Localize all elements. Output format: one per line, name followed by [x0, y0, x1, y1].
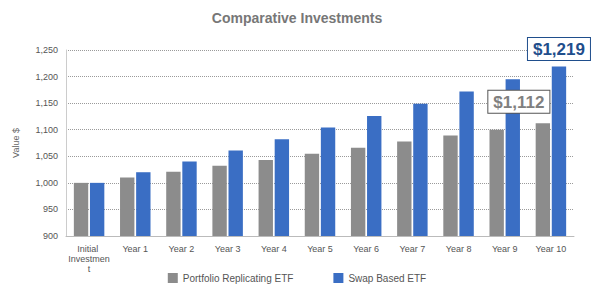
svg-text:Year 10: Year 10: [536, 244, 567, 254]
svg-text:t: t: [88, 264, 91, 274]
svg-text:Year 9: Year 9: [492, 244, 518, 254]
svg-text:1,250: 1,250: [35, 45, 58, 55]
svg-text:Year 3: Year 3: [215, 244, 241, 254]
svg-text:1,150: 1,150: [35, 98, 58, 108]
svg-text:$1,112: $1,112: [493, 93, 544, 112]
svg-text:950: 950: [43, 204, 58, 214]
svg-text:Year 1: Year 1: [122, 244, 148, 254]
svg-text:Year 2: Year 2: [169, 244, 195, 254]
svg-text:Year 6: Year 6: [353, 244, 379, 254]
svg-text:Year 8: Year 8: [446, 244, 472, 254]
svg-text:Value $: Value $: [11, 128, 21, 158]
svg-text:Year 7: Year 7: [400, 244, 426, 254]
svg-text:Comparative Investments: Comparative Investments: [212, 10, 383, 26]
svg-text:Year 4: Year 4: [261, 244, 287, 254]
svg-text:Swap Based ETF: Swap Based ETF: [348, 273, 426, 284]
svg-text:Investmen: Investmen: [68, 254, 110, 264]
svg-text:1,200: 1,200: [35, 72, 58, 82]
svg-text:$1,219: $1,219: [533, 40, 585, 59]
svg-text:Year 5: Year 5: [307, 244, 333, 254]
svg-text:Portfolio Replicating ETF: Portfolio Replicating ETF: [183, 273, 294, 284]
svg-text:1,100: 1,100: [35, 125, 58, 135]
svg-text:1,000: 1,000: [35, 178, 58, 188]
svg-text:900: 900: [43, 231, 58, 241]
svg-text:1,050: 1,050: [35, 151, 58, 161]
svg-text:Initial: Initial: [77, 244, 101, 254]
